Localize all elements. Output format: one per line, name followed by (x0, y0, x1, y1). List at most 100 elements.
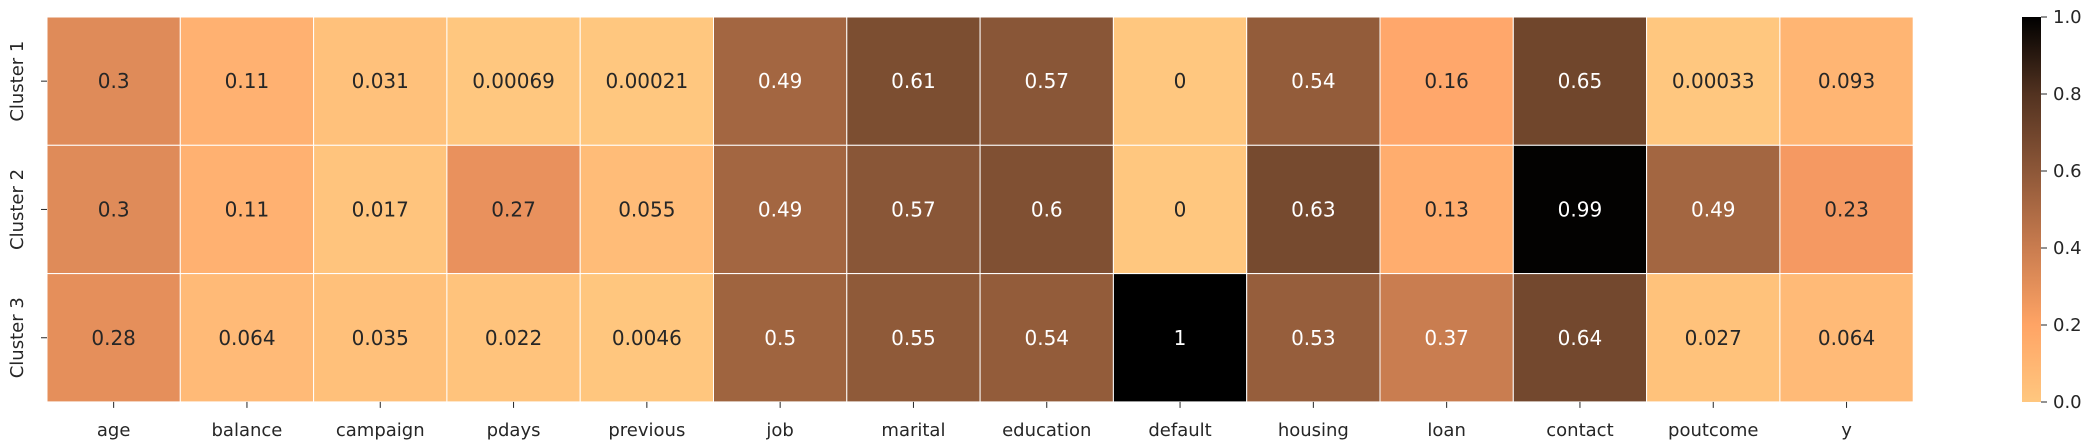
column-label: contact (1546, 420, 1613, 441)
heatmap-cell (979, 144, 1114, 275)
heatmap-cell (979, 273, 1114, 403)
row-label: Cluster 1 (7, 41, 28, 122)
colorbar-tick-label: 0.8 (2053, 84, 2082, 105)
cell-label: 0.16 (1424, 69, 1469, 93)
cell-label: 0.027 (1685, 326, 1742, 350)
heatmap-cell (1646, 16, 1781, 146)
cell-label: 0.55 (891, 326, 936, 350)
cell-label: 0.57 (1024, 69, 1069, 93)
heatmap-cell (579, 144, 715, 275)
colorbar-tick-label: 1.0 (2053, 7, 2082, 28)
row-label: Cluster 3 (7, 297, 28, 378)
cell-label: 0.27 (491, 197, 536, 221)
column-label: education (1002, 420, 1091, 441)
cell-label: 0.022 (485, 326, 542, 350)
column-labels: age balance campaign pdays previous job marita… (97, 401, 1852, 441)
column-label: campaign (336, 420, 425, 441)
heatmap-cell (1379, 273, 1514, 403)
heatmap-cell (446, 16, 581, 146)
heatmap-cell (46, 16, 181, 146)
cell-label: 0.99 (1558, 197, 1603, 221)
colorbar-tick-label: 0.4 (2053, 238, 2082, 259)
cell-label: 0.093 (1818, 69, 1875, 93)
cell-label: 0.23 (1824, 197, 1869, 221)
cell-label: 0.54 (1024, 326, 1069, 350)
heatmap-cell (1779, 273, 1914, 403)
colorbar-tick-label: 0.0 (2053, 392, 2082, 413)
heatmap-cell (979, 16, 1114, 146)
heatmap-cell (713, 16, 848, 146)
heatmap-cell (1779, 16, 1914, 146)
heatmap-cells: 0.3 0.11 0.031 0.00069 0.00021 0.49 0.61 0.57 0 0… (46, 16, 1914, 403)
heatmap-cell (1112, 273, 1248, 403)
heatmap-cell (179, 16, 315, 146)
cell-label: 0.13 (1424, 197, 1469, 221)
cell-label: 0.49 (1691, 197, 1736, 221)
cell-label: 0.53 (1291, 326, 1336, 350)
cell-label: 0 (1174, 69, 1187, 93)
heatmap-cell (1512, 16, 1648, 146)
cell-label: 0.035 (352, 326, 409, 350)
cell-label: 0.00069 (472, 69, 555, 93)
colorbar-ticks: 0.0 0.2 0.4 0.6 0.8 1.0 (2041, 7, 2082, 413)
heatmap-cell (846, 273, 981, 403)
heatmap-cell (313, 16, 448, 146)
heatmap-cell (1246, 16, 1381, 146)
column-label: housing (1278, 420, 1349, 441)
cell-label: 0.37 (1424, 326, 1469, 350)
heatmap-cell (1379, 144, 1514, 275)
row-label: Cluster 2 (7, 169, 28, 250)
heatmap-cell (313, 144, 448, 275)
heatmap-cell (1246, 273, 1381, 403)
cell-label: 0.28 (91, 326, 136, 350)
column-label: poutcome (1668, 420, 1758, 441)
colorbar-gradient (2022, 17, 2041, 402)
cell-label: 1 (1174, 326, 1187, 350)
cell-label: 0.055 (618, 197, 675, 221)
colorbar-tick-label: 0.2 (2053, 315, 2082, 336)
cell-label: 0.11 (225, 197, 270, 221)
cell-label: 0.65 (1558, 69, 1603, 93)
heatmap-cell (846, 144, 981, 275)
heatmap-cell (446, 144, 581, 275)
cell-label: 0.0046 (612, 326, 682, 350)
cell-label: 0.6 (1031, 197, 1063, 221)
heatmap-cell (1512, 273, 1648, 403)
heatmap-cell (179, 144, 315, 275)
cell-label: 0.5 (764, 326, 796, 350)
cell-label: 0.54 (1291, 69, 1336, 93)
cell-label: 0.11 (225, 69, 270, 93)
cell-label: 0.61 (891, 69, 936, 93)
row-labels: Cluster 1 Cluster 2 Cluster 3 (7, 41, 47, 378)
cell-label: 0.00021 (605, 69, 688, 93)
column-label: loan (1427, 420, 1465, 441)
heatmap-cell (1112, 144, 1248, 275)
column-label: job (765, 420, 793, 441)
column-label: y (1841, 420, 1852, 441)
column-label: age (97, 420, 131, 441)
cell-label: 0.064 (218, 326, 275, 350)
heatmap-cell (1646, 144, 1781, 275)
cell-label: 0.3 (98, 197, 130, 221)
cell-label: 0.63 (1291, 197, 1336, 221)
cell-label: 0.57 (891, 197, 936, 221)
cell-label: 0.49 (758, 69, 803, 93)
column-label: pdays (487, 420, 541, 441)
heatmap-cell (579, 16, 715, 146)
heatmap-cell (46, 144, 181, 275)
cell-label: 0.031 (352, 69, 409, 93)
column-label: previous (608, 420, 685, 441)
column-label: balance (212, 420, 283, 441)
heatmap-cell (1779, 144, 1914, 275)
cell-label: 0.064 (1818, 326, 1875, 350)
heatmap-cell (713, 144, 848, 275)
colorbar (2022, 17, 2041, 402)
heatmap-cell (46, 273, 181, 403)
cell-label: 0.49 (758, 197, 803, 221)
cell-label: 0.017 (352, 197, 409, 221)
heatmap-cell (313, 273, 448, 403)
column-label: marital (881, 420, 945, 441)
cell-label: 0.64 (1558, 326, 1603, 350)
cell-label: 0.3 (98, 69, 130, 93)
